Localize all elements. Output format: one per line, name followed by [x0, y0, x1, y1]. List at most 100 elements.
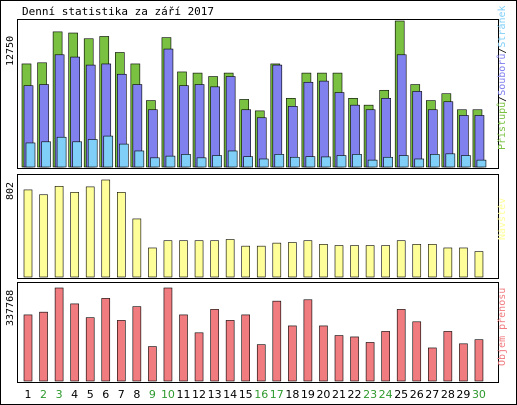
visits-bar-day-12: [196, 157, 207, 168]
visitors-bar-day-23: [365, 245, 375, 278]
legend-part-1: /: [497, 96, 508, 102]
kbytes-bar-day-18: [288, 325, 297, 382]
visitors-bar-day-8: [132, 218, 142, 278]
visitors-bar-day-30: [474, 251, 484, 278]
x-label-day-30: 30: [472, 388, 486, 401]
legend-part-4: Stránek: [496, 5, 508, 47]
visitors-bar-day-17: [272, 242, 282, 278]
visits-bar-day-15: [243, 156, 253, 168]
x-label-day-4: 4: [71, 388, 78, 401]
visits-bar-day-16: [258, 158, 269, 168]
visitors-bar-day-11: [179, 240, 188, 278]
files-bar-day-23: [365, 109, 376, 168]
x-label-day-14: 14: [223, 388, 237, 401]
visitors-bar-day-24: [381, 245, 390, 278]
x-label-day-17: 17: [270, 388, 284, 401]
visitors-bar-day-15: [241, 245, 250, 278]
legend-part-0: Přístupů: [496, 102, 508, 150]
kbytes-bar-day-9: [148, 346, 157, 382]
x-label-day-28: 28: [441, 388, 455, 401]
panel-kbytes-frame: [17, 282, 499, 383]
files-bar-day-24: [381, 97, 391, 168]
kbytes-bar-day-5: [85, 317, 95, 382]
visitors-bar-day-14: [225, 239, 235, 278]
x-label-day-23: 23: [363, 388, 377, 401]
visits-bar-day-9: [150, 157, 160, 168]
x-label-day-18: 18: [285, 388, 299, 401]
visitors-bar-day-25: [396, 240, 406, 278]
x-label-day-3: 3: [56, 388, 63, 401]
kbytes-bar-day-30: [474, 339, 484, 382]
x-label-day-11: 11: [177, 388, 191, 401]
kbytes-bar-day-4: [70, 303, 79, 382]
files-bar-day-26: [412, 91, 423, 168]
x-label-day-7: 7: [118, 388, 125, 401]
panel-hits-bars: [21, 20, 487, 168]
legend-part-3: /: [497, 48, 508, 54]
visits-bar-day-1: [25, 142, 36, 168]
visits-bar-day-13: [212, 155, 222, 168]
x-label-day-22: 22: [348, 388, 362, 401]
kbytes-bar-day-17: [272, 300, 282, 382]
files-bar-day-20: [319, 80, 329, 168]
kbytes-bar-day-1: [23, 314, 33, 382]
kbytes-bar-day-16: [256, 344, 266, 382]
visitors-bar-day-19: [303, 240, 313, 278]
x-label-day-13: 13: [208, 388, 222, 401]
x-label-day-27: 27: [425, 388, 439, 401]
visits-bar-day-24: [383, 156, 393, 168]
visitors-bar-day-21: [334, 245, 344, 278]
visitors-bar-day-7: [117, 192, 126, 278]
legend-part-0: Návštěv: [496, 198, 508, 240]
visits-bar-day-19: [305, 156, 316, 168]
visits-bar-day-21: [336, 155, 347, 168]
x-label-day-12: 12: [192, 388, 206, 401]
x-label-day-29: 29: [456, 388, 470, 401]
visitors-bar-day-29: [459, 247, 468, 278]
x-label-day-6: 6: [102, 388, 109, 401]
visits-bar-day-20: [321, 156, 331, 168]
visitors-bar-day-4: [70, 192, 79, 278]
panel-hits-frame: [17, 19, 499, 169]
x-label-day-5: 5: [87, 388, 94, 401]
visits-bar-day-3: [56, 136, 67, 168]
visits-bar-day-25: [398, 155, 409, 168]
visitors-bar-day-18: [288, 242, 297, 278]
x-label-day-9: 9: [149, 388, 156, 401]
visitors-bar-day-10: [163, 240, 173, 278]
x-label-day-20: 20: [316, 388, 330, 401]
visitors-bar-day-1: [23, 189, 33, 278]
visits-bar-day-11: [181, 154, 191, 168]
files-bar-day-30: [474, 115, 485, 168]
chart-title: Denní statistika za září 2017: [22, 5, 214, 18]
x-label-day-24: 24: [379, 388, 393, 401]
kbytes-bar-day-8: [132, 306, 142, 382]
visits-bar-day-17: [274, 154, 285, 168]
visitors-bar-day-22: [350, 245, 359, 278]
visits-bar-day-10: [165, 155, 176, 168]
x-label-day-10: 10: [161, 388, 175, 401]
kbytes-bar-day-29: [459, 343, 468, 382]
visits-bar-day-22: [352, 154, 362, 168]
panel-kbytes-legend: Objem přenosu: [496, 288, 508, 366]
files-bar-day-19: [303, 81, 314, 168]
files-bar-day-17: [272, 64, 283, 168]
x-label-day-26: 26: [410, 388, 424, 401]
x-axis-day-labels: 1 2 3 4 5 6 7 8 9 10 11 12 13 14 15 16 17 18 19 20 21 22 23 24 2…: [25, 388, 486, 401]
panel-visitors-ymax: 802: [5, 182, 16, 200]
kbytes-bar-day-10: [163, 287, 173, 382]
kbytes-bar-day-11: [179, 314, 188, 382]
kbytes-bar-day-6: [101, 298, 111, 382]
kbytes-bar-day-27: [427, 347, 437, 382]
x-label-day-16: 16: [254, 388, 268, 401]
visitors-bar-day-13: [210, 240, 219, 278]
visitors-bar-day-20: [319, 244, 328, 278]
kbytes-bar-day-20: [319, 325, 328, 382]
visitors-bar-day-12: [194, 240, 204, 278]
visitors-bar-day-6: [101, 179, 111, 278]
kbytes-bar-day-25: [396, 309, 406, 382]
panel-hits-ymax: 12750: [5, 36, 16, 66]
visitors-bar-day-16: [256, 245, 266, 278]
files-bar-day-25: [396, 54, 407, 168]
kbytes-bar-day-12: [194, 332, 204, 382]
